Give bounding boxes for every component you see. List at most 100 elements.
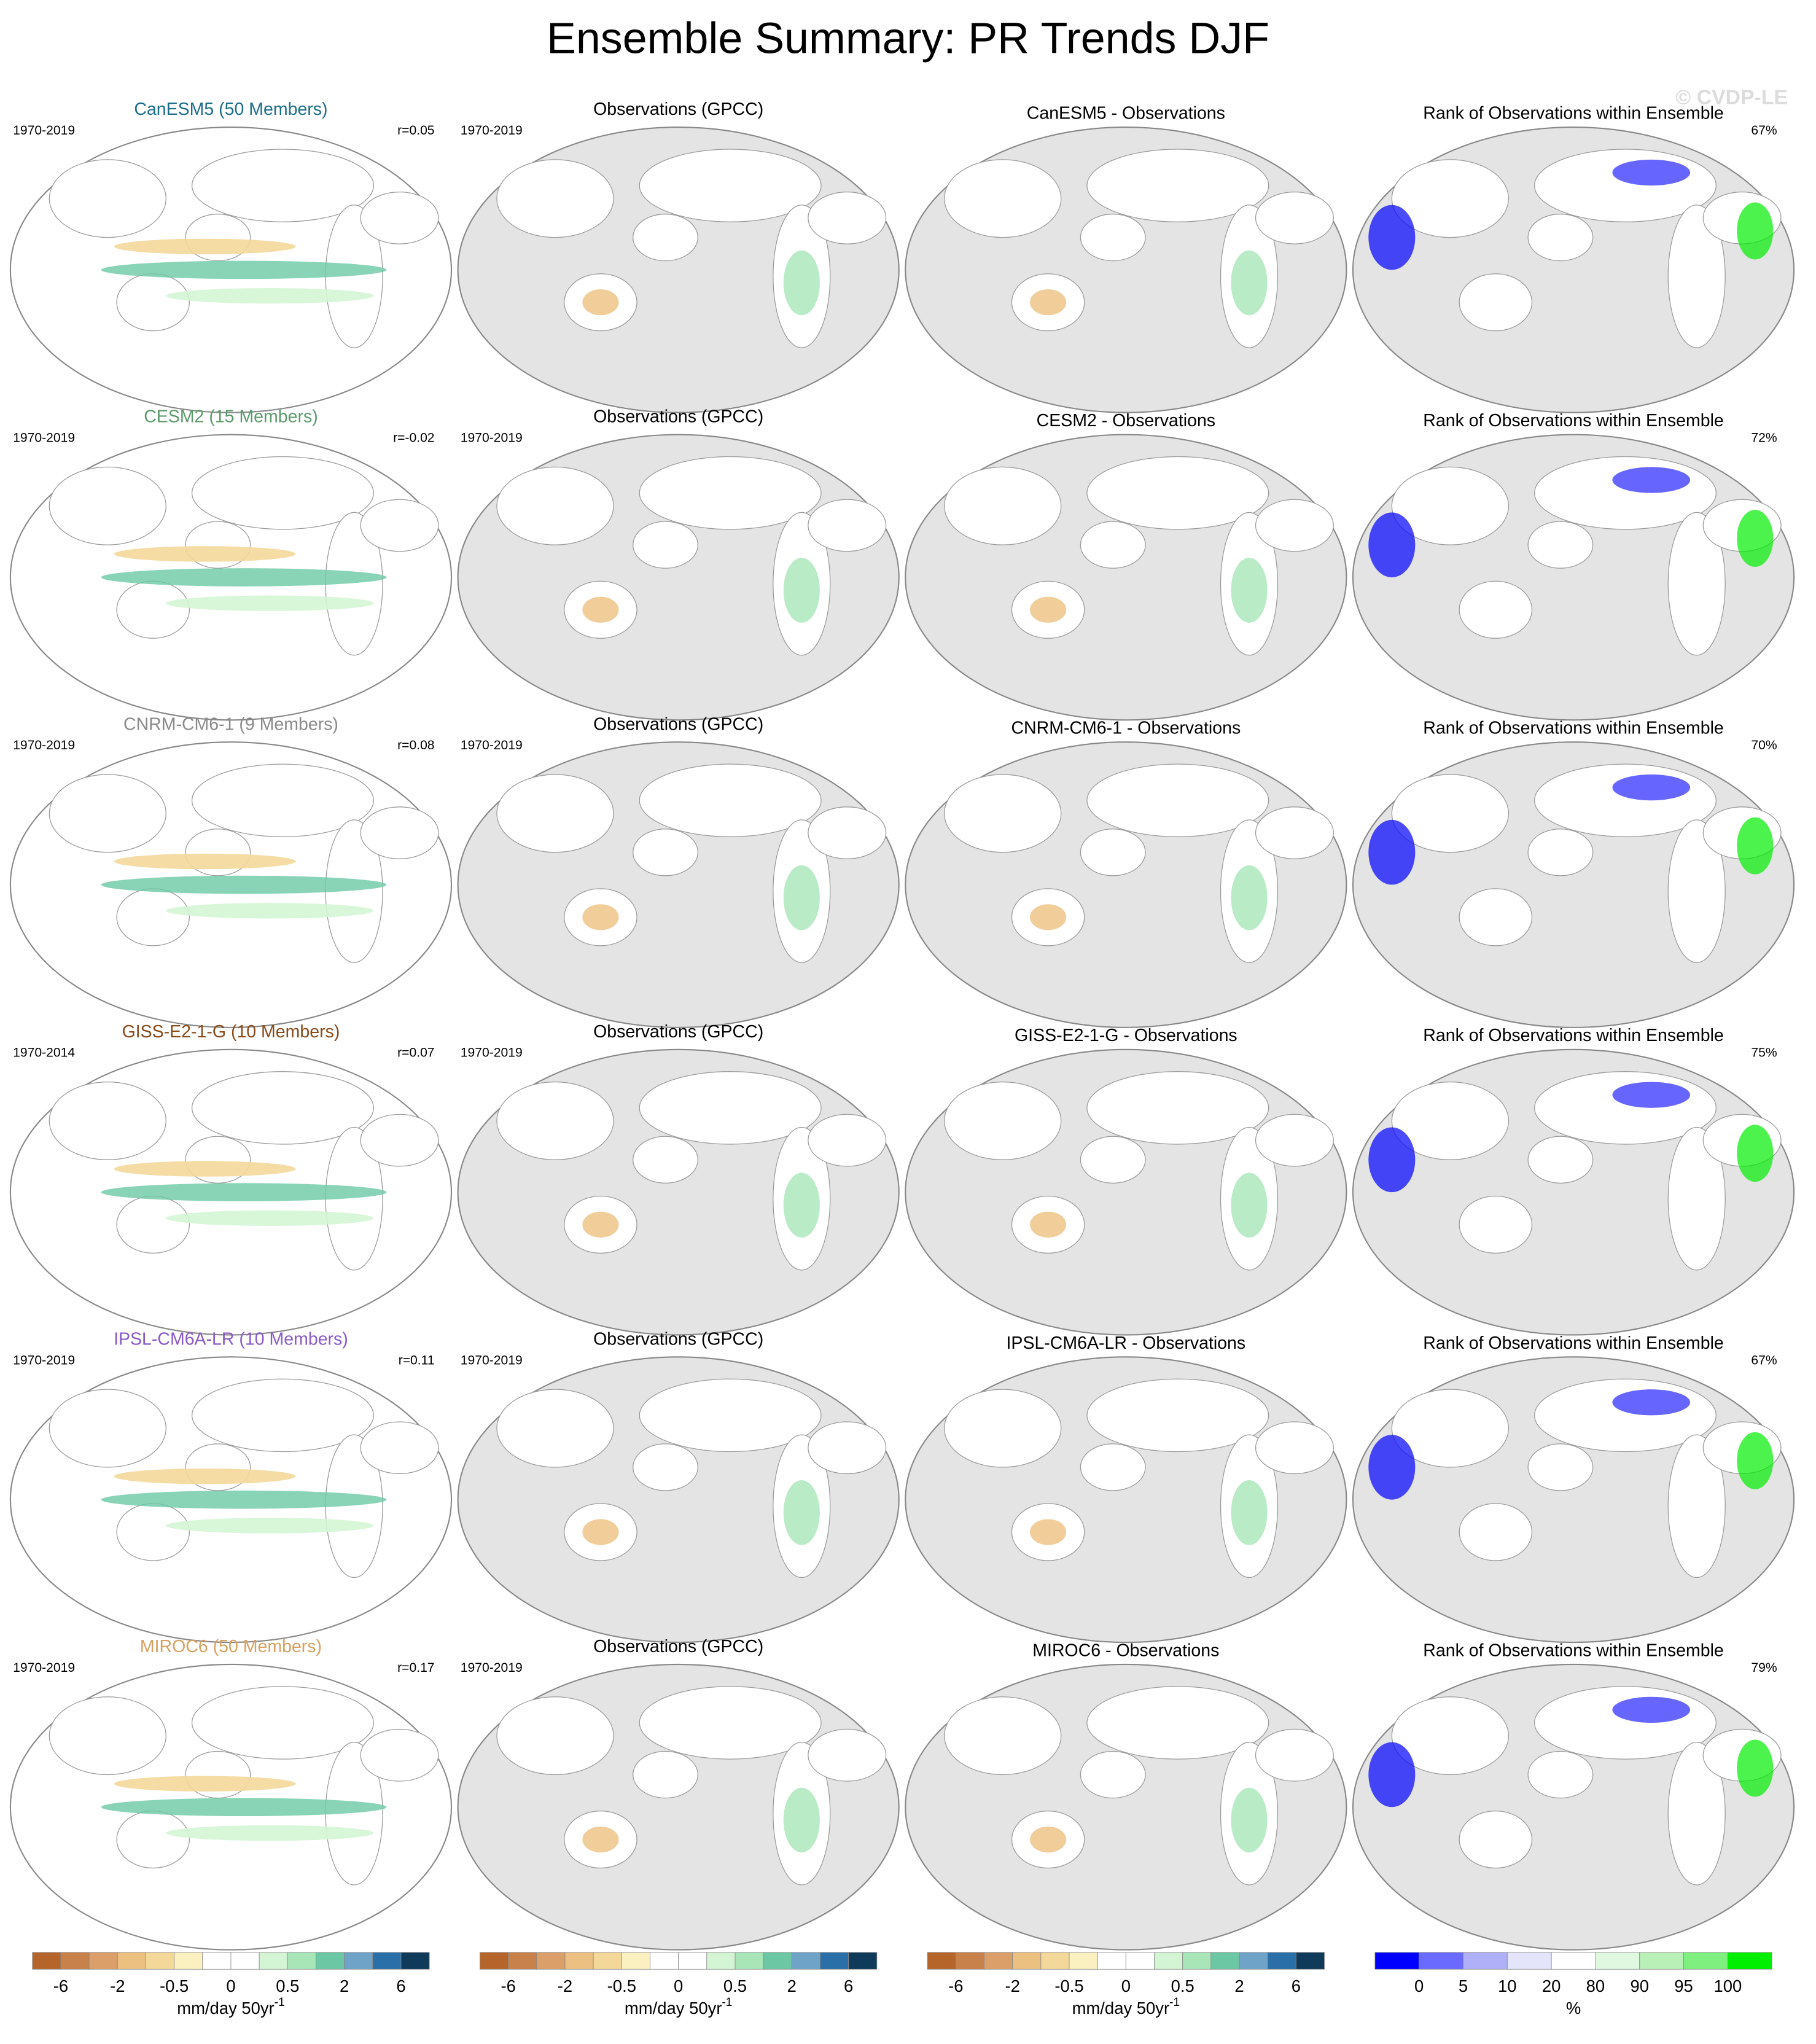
model-period: 1970-2019 xyxy=(13,1661,75,1675)
land xyxy=(496,159,614,238)
land xyxy=(49,774,166,853)
land xyxy=(1667,512,1726,656)
land xyxy=(633,521,698,569)
trend-band xyxy=(114,1161,296,1177)
land xyxy=(496,774,614,853)
colorbar-box xyxy=(1040,1952,1070,1970)
trend-band xyxy=(166,1825,374,1841)
colorbar-label: 0 xyxy=(674,1976,683,1995)
rank-patch xyxy=(1612,1082,1691,1108)
map-panel xyxy=(9,1048,453,1336)
colorbar-box xyxy=(1012,1952,1042,1970)
model-title: MIROC6 (50 Members) xyxy=(140,1637,322,1656)
rank-patch xyxy=(1612,467,1691,493)
land xyxy=(496,1389,614,1468)
colorbar-box xyxy=(287,1952,316,1970)
land xyxy=(1527,829,1594,876)
land xyxy=(1459,1503,1533,1561)
colorbar-units: % xyxy=(1566,1999,1581,2018)
trend-band xyxy=(101,1798,387,1817)
land xyxy=(633,213,698,262)
land xyxy=(633,829,698,876)
land xyxy=(639,1378,822,1453)
colorbar-box xyxy=(480,1952,509,1970)
trend-patch xyxy=(783,1480,820,1545)
colorbar-box xyxy=(735,1952,764,1970)
rank-patch xyxy=(1368,205,1416,270)
pattern-correlation: r=0.17 xyxy=(397,1661,434,1675)
trend-patch xyxy=(783,1172,820,1238)
land xyxy=(944,159,1062,238)
map-panel xyxy=(1352,1048,1795,1336)
trend-patch xyxy=(1030,1826,1067,1853)
land xyxy=(1391,1696,1510,1776)
map-panel xyxy=(9,126,453,413)
land xyxy=(1255,1421,1334,1475)
colorbar-box xyxy=(400,1952,430,1970)
colorbar-box xyxy=(1239,1952,1268,1970)
colorbar-label: 0.5 xyxy=(723,1976,747,1995)
land xyxy=(49,159,166,238)
model-period: 1970-2014 xyxy=(13,1046,75,1060)
land xyxy=(1086,1686,1269,1760)
land xyxy=(1080,829,1146,876)
obs-period: 1970-2019 xyxy=(461,1046,523,1060)
land xyxy=(944,1389,1062,1468)
colorbar-box xyxy=(621,1952,650,1970)
obs-period: 1970-2019 xyxy=(461,1353,523,1367)
land xyxy=(116,1503,190,1561)
trend-patch xyxy=(582,904,619,930)
land xyxy=(1086,456,1269,530)
obs-period: 1970-2019 xyxy=(461,738,523,752)
model-title: CanESM5 (50 Members) xyxy=(134,99,327,119)
colorbar-box xyxy=(763,1952,792,1970)
land xyxy=(808,192,887,244)
land xyxy=(1255,1728,1334,1782)
colorbar-box xyxy=(259,1952,288,1970)
model-title: CESM2 (15 Members) xyxy=(144,407,318,427)
colorbar-box xyxy=(791,1952,820,1970)
land xyxy=(116,1195,190,1254)
land xyxy=(49,1081,166,1160)
colorbar-label: 95 xyxy=(1674,1976,1693,1995)
rank-percent: 70% xyxy=(1751,738,1777,752)
units-exponent: -1 xyxy=(722,1996,732,2009)
land xyxy=(808,806,887,859)
colorbar-box xyxy=(955,1952,984,1970)
colorbar-label: -0.5 xyxy=(607,1976,636,1995)
trend-patch xyxy=(1030,1211,1067,1238)
trend-band xyxy=(114,1468,296,1484)
rank-patch xyxy=(1612,774,1691,801)
trend-patch xyxy=(1231,250,1268,316)
map-panel xyxy=(905,1356,1347,1644)
land xyxy=(944,466,1062,545)
colorbar-label: 0.5 xyxy=(1171,1976,1194,1995)
obs-title: Observations (GPCC) xyxy=(593,1329,763,1349)
colorbar-label: 2 xyxy=(340,1976,349,1995)
colorbar-box xyxy=(1069,1952,1098,1970)
land xyxy=(496,466,614,545)
diff-title: MIROC6 - Observations xyxy=(1032,1640,1219,1660)
colorbar-label: 20 xyxy=(1542,1976,1561,1995)
map-panel xyxy=(1352,741,1795,1028)
land xyxy=(1086,763,1269,838)
land xyxy=(1667,1126,1726,1271)
trend-patch xyxy=(1030,596,1067,623)
colorbar-label: 80 xyxy=(1586,1976,1605,1995)
trend-patch xyxy=(783,1787,820,1853)
diff-title: CanESM5 - Observations xyxy=(1027,103,1225,123)
land xyxy=(1667,1434,1726,1578)
land xyxy=(1080,1136,1146,1184)
trend-patch xyxy=(582,289,619,316)
trend-band xyxy=(101,260,387,279)
land xyxy=(191,1686,374,1760)
trend-band xyxy=(166,595,374,611)
colorbar-box xyxy=(593,1952,622,1970)
obs-title: Observations (GPCC) xyxy=(593,407,763,427)
colorbar-label: 6 xyxy=(396,1976,405,1995)
land xyxy=(191,149,374,222)
land xyxy=(116,1810,190,1869)
trend-patch xyxy=(1030,289,1067,316)
colorbar-label: 10 xyxy=(1498,1976,1517,1995)
land xyxy=(49,1389,166,1468)
